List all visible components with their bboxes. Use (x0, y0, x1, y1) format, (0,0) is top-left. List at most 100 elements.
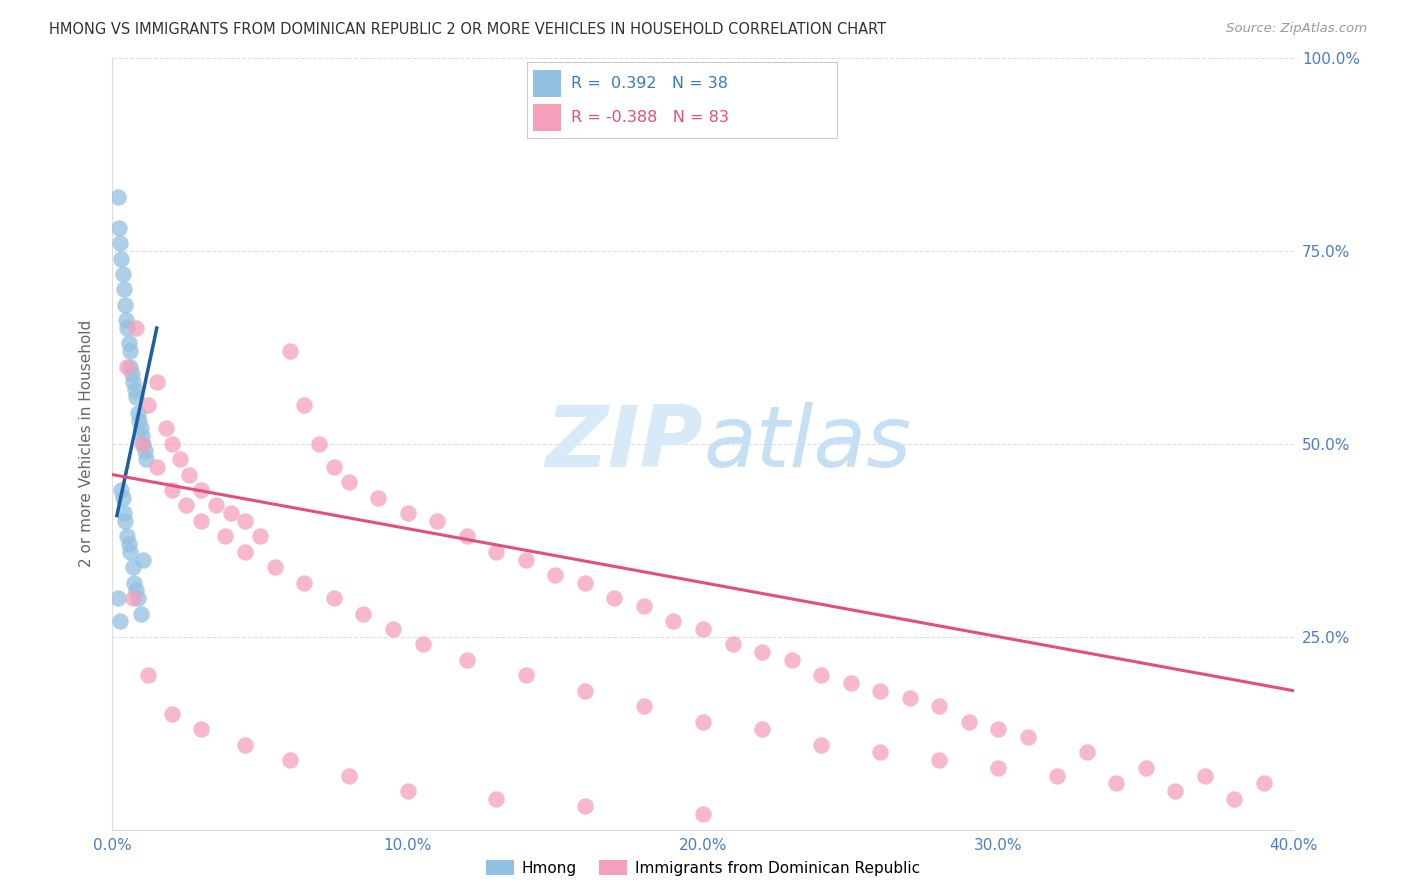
Point (485, 545, 508, 559)
Point (107, 190, 129, 204)
Point (1164, 784, 1187, 798)
Point (810, 668, 832, 682)
Point (292, 575, 315, 590)
Point (337, 768, 360, 782)
Point (898, 691, 921, 706)
Point (121, 560, 143, 574)
Point (111, 267, 134, 281)
Point (367, 491, 389, 505)
Point (125, 391, 148, 405)
Point (118, 537, 141, 551)
Point (125, 583, 148, 598)
Text: atlas: atlas (703, 402, 911, 485)
Point (120, 359, 142, 374)
Point (780, 653, 803, 667)
Point (127, 406, 149, 420)
Point (869, 745, 891, 759)
Text: Source: ZipAtlas.com: Source: ZipAtlas.com (1226, 22, 1367, 36)
Point (128, 414, 150, 428)
Point (721, 637, 744, 651)
Point (169, 452, 191, 467)
Point (190, 483, 212, 497)
Point (129, 607, 152, 621)
Point (134, 444, 156, 458)
Y-axis label: 2 or more Vehicles in Household: 2 or more Vehicles in Household (79, 320, 94, 567)
Point (160, 483, 183, 497)
Point (1135, 761, 1157, 775)
Point (118, 344, 141, 359)
Point (122, 591, 145, 605)
Point (987, 761, 1010, 775)
Point (515, 668, 537, 682)
Point (233, 738, 256, 752)
Point (456, 529, 478, 543)
Point (110, 252, 132, 266)
Legend: Hmong, Immigrants from Dominican Republic: Hmong, Immigrants from Dominican Republi… (481, 854, 925, 881)
Point (125, 321, 148, 335)
Point (308, 436, 330, 450)
Point (1017, 730, 1039, 744)
Bar (533, 70, 561, 96)
Point (160, 706, 183, 721)
Point (132, 552, 155, 566)
Point (190, 723, 212, 737)
Point (110, 483, 132, 497)
Point (122, 375, 145, 389)
Point (323, 591, 346, 605)
Point (751, 723, 773, 737)
Point (249, 529, 271, 543)
Point (426, 514, 449, 528)
Point (928, 753, 950, 767)
Point (1223, 791, 1246, 805)
Point (219, 506, 242, 520)
Point (382, 622, 405, 636)
Point (112, 506, 135, 520)
Point (115, 529, 138, 543)
Point (155, 421, 177, 435)
Point (136, 668, 159, 682)
Point (574, 575, 596, 590)
Point (456, 653, 478, 667)
Point (131, 429, 153, 443)
Point (869, 683, 891, 698)
Point (574, 799, 596, 814)
Point (544, 568, 567, 582)
Point (214, 529, 236, 543)
Point (114, 313, 136, 327)
Point (146, 459, 169, 474)
Point (1253, 776, 1275, 790)
Point (662, 614, 685, 628)
Point (264, 560, 287, 574)
Bar (533, 104, 561, 130)
Point (692, 714, 714, 729)
Point (205, 499, 228, 513)
Point (751, 645, 773, 659)
Point (121, 368, 143, 382)
Point (132, 436, 155, 450)
Point (174, 499, 197, 513)
Point (987, 723, 1010, 737)
Point (412, 637, 434, 651)
Point (131, 436, 153, 450)
Point (278, 753, 301, 767)
Point (278, 344, 301, 359)
Point (1194, 768, 1216, 782)
Point (117, 321, 138, 335)
Point (136, 398, 159, 412)
Point (337, 475, 360, 490)
Text: HMONG VS IMMIGRANTS FROM DOMINICAN REPUBLIC 2 OR MORE VEHICLES IN HOUSEHOLD CORR: HMONG VS IMMIGRANTS FROM DOMINICAN REPUB… (49, 22, 886, 37)
Point (633, 599, 655, 613)
Point (633, 699, 655, 714)
Point (107, 591, 129, 605)
Point (692, 622, 714, 636)
Point (108, 614, 131, 628)
Point (810, 738, 832, 752)
Point (1105, 776, 1128, 790)
Point (120, 545, 142, 559)
Text: R = -0.388   N = 83: R = -0.388 N = 83 (571, 110, 728, 125)
Point (190, 514, 212, 528)
Point (179, 467, 201, 482)
Point (574, 683, 596, 698)
Point (117, 359, 138, 374)
Point (1046, 768, 1069, 782)
